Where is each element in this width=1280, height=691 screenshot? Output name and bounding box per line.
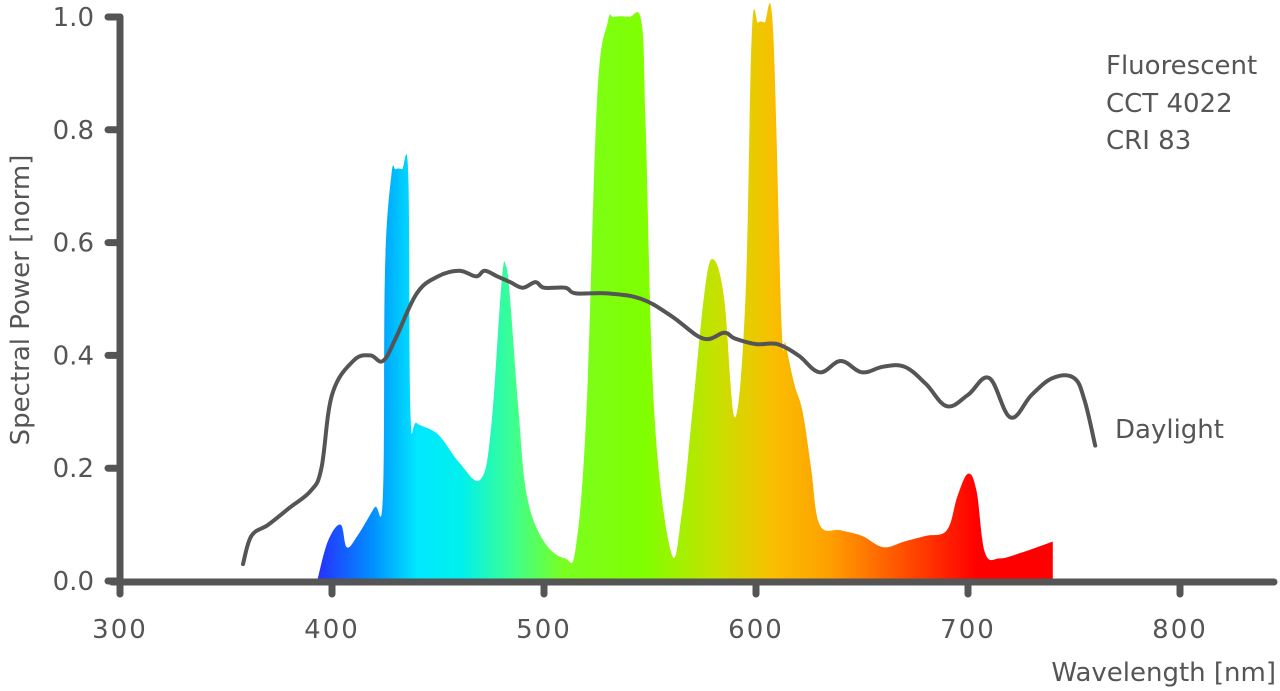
y-ticks: 0.0 0.2 0.4 0.6 0.8 1.0 bbox=[53, 3, 124, 597]
y-tick-label: 1.0 bbox=[53, 3, 94, 33]
axes: 0.0 0.2 0.4 0.6 0.8 1.0 300 400 500 600 700 800 bbox=[53, 3, 1278, 645]
x-tick-label: 800 bbox=[1152, 615, 1208, 645]
x-tick-label: 400 bbox=[304, 615, 360, 645]
x-tick-label: 700 bbox=[940, 615, 996, 645]
lamp-info-annotation: Fluorescent CCT 4022 CRI 83 bbox=[1106, 51, 1257, 156]
cct-label: CCT 4022 bbox=[1106, 89, 1233, 119]
y-tick-label: 0.8 bbox=[53, 116, 94, 146]
x-ticks: 300 400 500 600 700 800 bbox=[92, 578, 1208, 645]
y-tick-label: 0.6 bbox=[53, 229, 94, 259]
y-tick-label: 0.4 bbox=[53, 341, 94, 371]
x-tick-label: 300 bbox=[92, 615, 148, 645]
lamp-name-label: Fluorescent bbox=[1106, 51, 1257, 81]
x-axis-title: Wavelength [nm] bbox=[1051, 658, 1276, 688]
y-tick-label: 0.2 bbox=[53, 454, 94, 484]
daylight-label: Daylight bbox=[1115, 415, 1224, 445]
y-tick-label: 0.0 bbox=[53, 567, 94, 597]
plot-area bbox=[241, 3, 1098, 582]
fluorescent-spectrum-area bbox=[317, 3, 1053, 582]
y-axis-title: Spectral Power [norm] bbox=[6, 155, 36, 446]
cri-label: CRI 83 bbox=[1106, 126, 1191, 156]
daylight-spectrum-line bbox=[241, 268, 1098, 567]
x-tick-label: 500 bbox=[516, 615, 572, 645]
x-tick-label: 600 bbox=[728, 615, 784, 645]
